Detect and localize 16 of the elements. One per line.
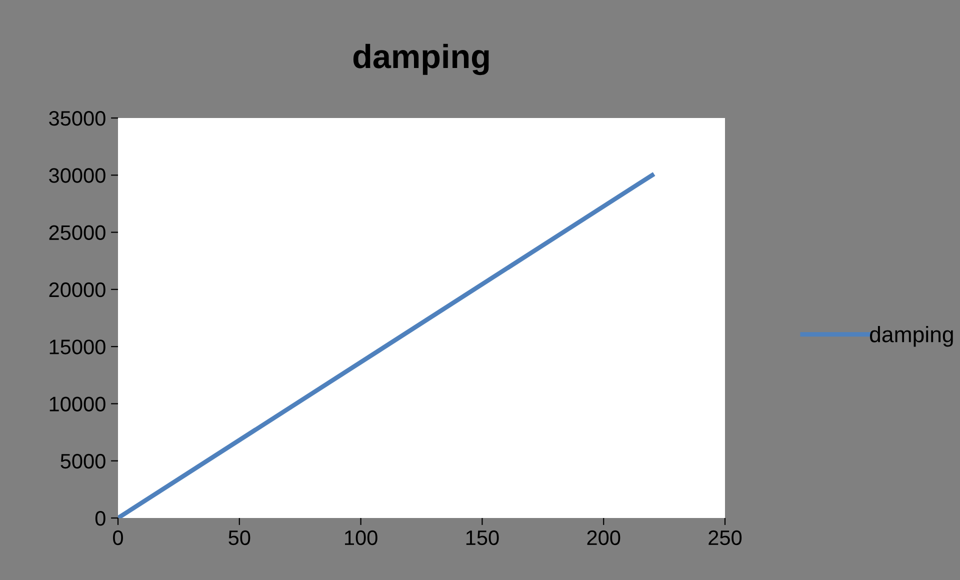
x-tick-label: 0 — [113, 530, 123, 546]
y-tick-label: 5000 — [60, 454, 106, 469]
x-tick-label: 250 — [708, 530, 742, 546]
x-tick-label: 100 — [345, 530, 378, 546]
x-tick-label: 200 — [587, 530, 620, 546]
y-tick-label: 35000 — [49, 111, 106, 126]
chart-title: damping — [353, 44, 489, 76]
y-tick-label: 25000 — [49, 225, 106, 240]
x-tick-label: 50 — [228, 530, 250, 546]
y-tick-label: 10000 — [50, 396, 106, 412]
y-tick-label: 20000 — [49, 282, 106, 298]
x-tick-label: 150 — [466, 530, 499, 546]
legend-label: damping — [870, 326, 953, 347]
y-tick-label: 30000 — [49, 168, 106, 183]
y-tick-label: 0 — [95, 511, 106, 526]
y-tick-label: 15000 — [50, 340, 106, 354]
